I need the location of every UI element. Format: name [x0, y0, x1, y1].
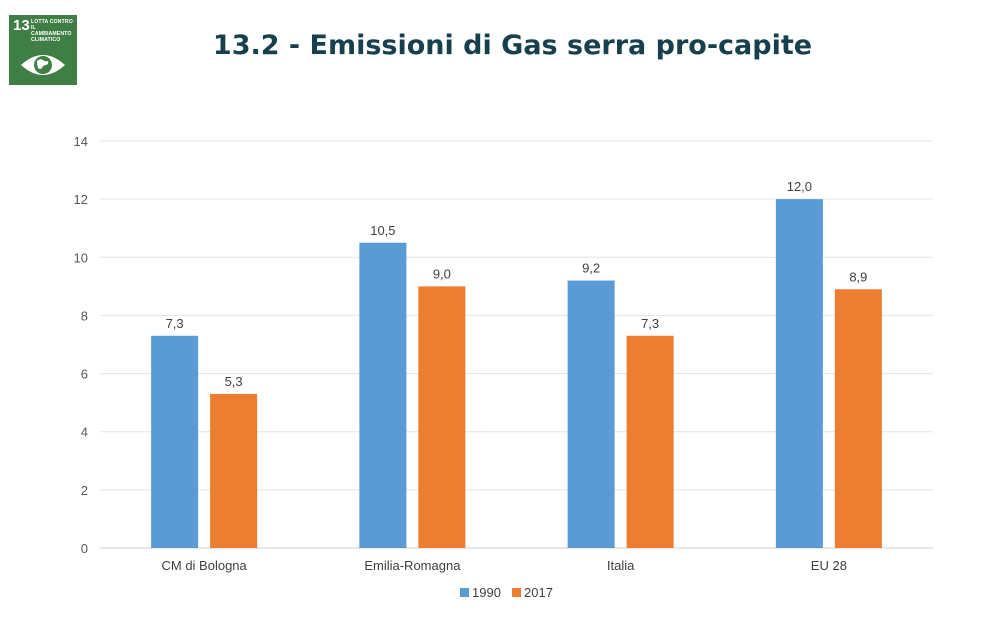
data-label: 9,0 — [433, 266, 451, 281]
y-tick-label: 14 — [74, 134, 88, 149]
eye-globe-icon — [21, 55, 65, 75]
sdg-13-logo: 13 LOTTA CONTRO IL CAMBIAMENTO CLIMATICO — [9, 15, 77, 85]
x-tick-label: EU 28 — [811, 558, 847, 573]
data-label: 10,5 — [370, 223, 395, 238]
data-label: 7,3 — [641, 316, 659, 331]
legend-label: 1990 — [472, 585, 501, 600]
legend-swatch-1990 — [460, 588, 469, 597]
y-tick-label: 12 — [74, 192, 88, 207]
sdg-number: 13 — [13, 17, 30, 34]
y-tick-label: 10 — [74, 250, 88, 265]
y-tick-label: 8 — [81, 308, 88, 323]
legend-label: 2017 — [524, 585, 553, 600]
data-label: 7,3 — [166, 316, 184, 331]
bar-2017 — [418, 286, 466, 548]
y-tick-label: 2 — [81, 483, 88, 498]
page-title: 13.2 - Emissioni di Gas serra pro-capite — [212, 30, 813, 61]
bar-2017 — [210, 393, 258, 548]
bar-2017 — [834, 289, 882, 548]
data-label: 9,2 — [582, 261, 600, 276]
y-tick-label: 4 — [81, 425, 88, 440]
x-tick-label: CM di Bologna — [161, 558, 247, 573]
y-tick-label: 0 — [81, 541, 88, 556]
bar-1990 — [775, 199, 823, 548]
x-tick-label: Italia — [607, 558, 635, 573]
y-tick-label: 6 — [81, 367, 88, 382]
x-tick-label: Emilia-Romagna — [364, 558, 461, 573]
legend-swatch-2017 — [512, 588, 521, 597]
data-label: 8,9 — [849, 269, 867, 284]
bar-1990 — [567, 280, 615, 548]
bar-1990 — [359, 242, 407, 548]
bar-2017 — [626, 335, 674, 548]
bar-1990 — [151, 335, 199, 548]
sdg-goal-text: LOTTA CONTRO IL CAMBIAMENTO CLIMATICO — [31, 19, 73, 43]
data-label: 5,3 — [225, 374, 243, 389]
data-label: 12,0 — [787, 179, 812, 194]
